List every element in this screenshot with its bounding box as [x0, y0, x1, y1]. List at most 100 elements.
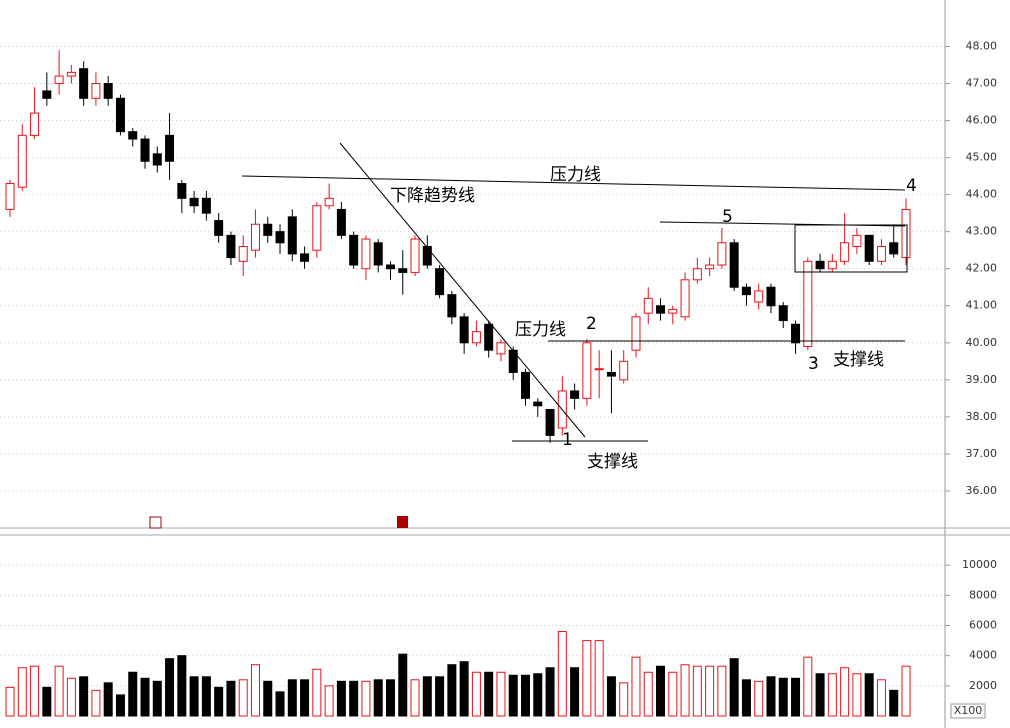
candle-body: [373, 242, 383, 266]
volume-bar: [656, 665, 666, 717]
volume-bar: [128, 671, 138, 717]
volume-bar: [864, 673, 874, 717]
volume-bar: [398, 653, 408, 717]
candle-body: [79, 68, 89, 99]
volume-bar: [189, 676, 199, 717]
volume-bar: [631, 656, 641, 717]
candle-body: [177, 183, 187, 199]
volume-bar: [496, 671, 506, 717]
candle-body: [275, 231, 285, 244]
volume-bar: [336, 680, 346, 717]
candle-body: [766, 286, 776, 307]
candle-body: [692, 268, 702, 281]
y-tick-label: 2000: [969, 679, 997, 692]
candle-body: [484, 323, 494, 351]
volume-bar: [827, 673, 837, 717]
volume-bar: [889, 689, 899, 717]
y-tick-label: 37.00: [966, 447, 998, 460]
volume-bar: [263, 680, 273, 717]
annotation: 1: [562, 430, 573, 450]
candle-body: [214, 220, 224, 236]
annotation: 5: [722, 207, 733, 227]
candle-body: [398, 268, 408, 273]
candle-body: [729, 242, 739, 288]
volume-bar: [435, 676, 445, 717]
volume-bar: [876, 679, 886, 717]
candle-body: [422, 245, 432, 266]
unit-box: [950, 703, 986, 719]
volume-bar: [177, 655, 187, 717]
volume-bar: [103, 682, 113, 717]
y-tick-label: 45.00: [966, 151, 998, 164]
candle-body: [54, 75, 64, 84]
drawings: [241, 142, 908, 442]
y-tick-label: 39.00: [966, 373, 998, 386]
volume-bar: [459, 661, 469, 717]
candle-body: [496, 342, 506, 355]
volume-bar: [557, 631, 567, 717]
candle-body: [263, 223, 273, 236]
y-tick-label: 43.00: [966, 225, 998, 238]
candle-body: [300, 253, 310, 262]
volume-bar: [545, 667, 555, 717]
volume-bar: [361, 680, 371, 717]
y-tick-label: 42.00: [966, 262, 998, 275]
candle-body: [521, 371, 531, 399]
candle-body: [226, 234, 236, 259]
y-tick-label: 40.00: [966, 336, 998, 349]
volume-bar: [238, 679, 248, 717]
candle-body: [680, 279, 690, 318]
candle-body: [717, 242, 727, 266]
candle-body: [827, 260, 837, 270]
candle-body: [876, 245, 886, 262]
annotation: 支撑线: [833, 350, 884, 370]
candle-body: [361, 238, 371, 270]
candle-body: [324, 197, 334, 207]
volume-bar: [42, 686, 52, 717]
volume-bar: [30, 665, 40, 717]
candle-body: [66, 71, 76, 77]
candle-body: [889, 242, 899, 255]
candle-body: [5, 183, 15, 210]
volume-bar: [373, 679, 383, 717]
candle-body: [152, 153, 162, 166]
volume-bar: [66, 677, 76, 717]
volume-bar: [152, 680, 162, 717]
unit-label: X100: [954, 704, 983, 717]
volume-bar: [791, 677, 801, 717]
candle-body: [570, 390, 580, 399]
volume-bar: [140, 677, 150, 717]
volume-bar: [287, 679, 297, 717]
candle-body: [189, 197, 199, 207]
volume-bar: [201, 676, 211, 717]
volume-bar: [165, 658, 175, 717]
volume-bar: [741, 679, 751, 717]
candle-body: [287, 216, 297, 255]
volume-bar: [312, 668, 322, 717]
annotation: 支撑线: [587, 452, 638, 472]
volume-bar: [214, 686, 224, 717]
volume-bar: [754, 680, 764, 717]
volume-bar: [521, 674, 531, 717]
candle-body: [115, 97, 125, 133]
candle-body: [791, 323, 801, 344]
candle-body: [459, 316, 469, 344]
volume-bar: [533, 673, 543, 717]
volume-bar: [508, 674, 518, 717]
volume-bar: [570, 667, 580, 717]
volume-bar: [91, 689, 101, 717]
volume-bar: [717, 665, 727, 717]
volume-bar: [778, 677, 788, 717]
candle-body: [128, 131, 138, 140]
volume-bar: [349, 680, 359, 717]
volume-bar: [484, 671, 494, 717]
candle-body: [606, 371, 616, 377]
volume-bar: [729, 658, 739, 717]
volume-bar: [619, 682, 629, 717]
volume-bar: [79, 676, 89, 717]
trend-line: [339, 142, 586, 438]
y-tick-label: 48.00: [966, 39, 998, 52]
annotation: 3: [808, 354, 819, 374]
